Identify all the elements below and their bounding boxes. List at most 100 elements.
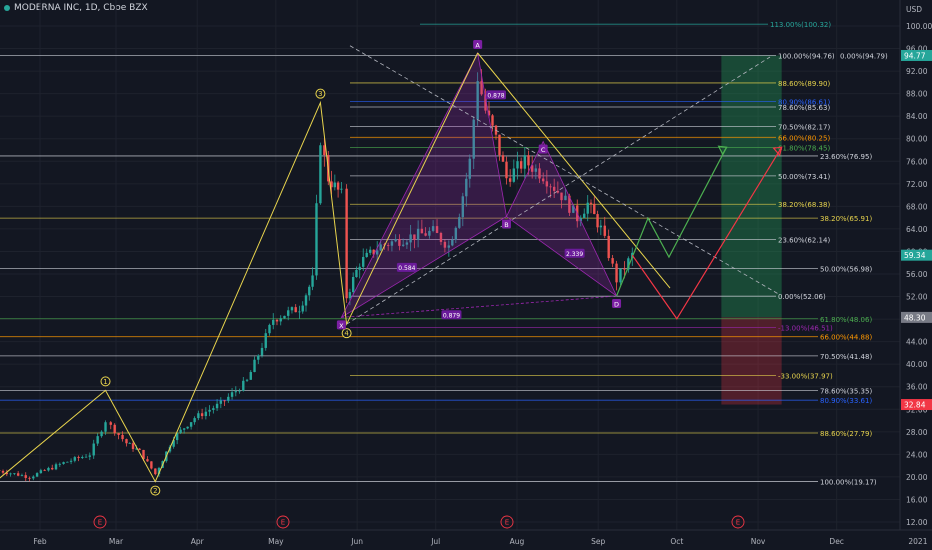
candle-body <box>272 319 275 325</box>
symbol-title: MODERNA INC, 1D, Cboe BZX <box>14 3 148 13</box>
candle-body <box>47 467 50 471</box>
candle-body <box>534 168 538 172</box>
x-tick-label: Jun <box>350 537 363 546</box>
candle-body <box>215 403 219 409</box>
candle-body <box>142 449 145 460</box>
earnings-label: E <box>281 519 285 527</box>
earnings-icon <box>731 515 745 529</box>
y-tick-label: 80.00 <box>906 135 928 144</box>
candle-body <box>121 434 124 440</box>
fib-label: 38.20%(68.38) <box>778 201 830 209</box>
price-tag-label: 48.30 <box>904 313 926 322</box>
harmonic-ratio-label: 0.878 <box>487 93 504 100</box>
candle-body <box>599 225 603 228</box>
y-tick-label: 96.00 <box>906 45 928 54</box>
candle-body <box>84 456 88 458</box>
candle-body <box>24 475 27 478</box>
price-tag-label: 59.34 <box>904 251 926 260</box>
candle-body <box>416 228 420 240</box>
x-tick-label: Dec <box>829 537 844 546</box>
candle-body <box>5 472 9 475</box>
candle-body <box>568 195 571 213</box>
candle-body <box>519 161 523 169</box>
candle-body <box>545 181 549 187</box>
candle-body <box>253 359 256 373</box>
y-tick-label: 36.00 <box>906 383 928 392</box>
price-tag <box>901 49 932 61</box>
fib-label: 113.00%(100.32) <box>770 21 831 29</box>
candle-body <box>487 110 491 116</box>
candle-body <box>512 168 516 182</box>
y-tick-label: 28.00 <box>906 428 928 437</box>
candle-body <box>589 202 593 204</box>
candle-body <box>212 408 215 410</box>
x-tick-label: Aug <box>510 537 525 546</box>
y-tick-label: 76.00 <box>906 157 928 166</box>
candle-body <box>461 196 465 218</box>
fib-label: 66.00%(80.25) <box>778 134 830 142</box>
y-tick-label: 84.00 <box>906 112 928 121</box>
y-tick-label: 56.00 <box>906 270 928 279</box>
harmonic-point-label: C <box>541 146 546 154</box>
candle-body <box>333 182 337 188</box>
candle-body <box>315 203 318 276</box>
candle-body <box>472 119 475 159</box>
chart-title: MODERNA INC, 1D, Cboe BZX <box>4 3 148 13</box>
candle-body <box>428 230 431 236</box>
fib-label: 80.90%(33.61) <box>820 397 872 405</box>
fib-label: 80.90%(86.61) <box>778 98 830 106</box>
candle-body <box>104 422 107 432</box>
candle-body <box>138 448 141 450</box>
candle-body <box>146 459 149 462</box>
candle-body <box>304 295 308 306</box>
candle-body <box>125 439 128 444</box>
candle-body <box>549 186 552 188</box>
candle-body <box>439 232 443 242</box>
candle-body <box>523 155 527 169</box>
y-tick-label: 20.00 <box>906 473 928 482</box>
candles <box>0 69 634 482</box>
candle-body <box>257 355 260 360</box>
candle-body <box>113 424 116 434</box>
price-tag-label: 32.84 <box>904 401 926 410</box>
harmonic-ratio-label: 0.584 <box>398 265 415 272</box>
time-axis: Feb Mar Apr May Jun Jul Aug Sep Oct Nov Dec 2021 <box>0 529 932 550</box>
candle-body <box>298 311 301 313</box>
y-tick-label: 92.00 <box>906 67 928 76</box>
candle-body <box>458 217 461 228</box>
candle-body <box>39 470 43 474</box>
bull-arrowhead <box>717 145 728 156</box>
candle-body <box>465 178 468 197</box>
wave-marker <box>150 485 161 496</box>
candle-body <box>409 234 412 243</box>
fib-label: 70.50%(41.48) <box>820 353 872 361</box>
candle-body <box>109 422 112 425</box>
candle-body <box>552 186 556 191</box>
candle-body <box>401 244 405 246</box>
candle-body <box>154 468 157 475</box>
candle-body <box>62 462 65 464</box>
candle-body <box>54 464 58 470</box>
candle-body <box>100 431 103 437</box>
y-tick-label: 12.00 <box>906 518 928 527</box>
candle-body <box>35 473 39 477</box>
candle-body <box>498 134 501 156</box>
candle-body <box>264 333 267 348</box>
harmonic-ratio-label: 2.339 <box>566 251 583 258</box>
harmonic-bcd <box>505 140 617 297</box>
candle-body <box>516 161 519 169</box>
y-tick-label: 16.00 <box>906 495 928 504</box>
y-tick-label: 64.00 <box>906 225 928 234</box>
harmonic-point-label: D <box>614 300 619 308</box>
x-tick-label: Oct <box>670 537 683 546</box>
candle-body <box>362 256 365 267</box>
candle-body <box>249 372 252 380</box>
candle-body <box>501 155 505 162</box>
harmonic-xd <box>341 295 617 318</box>
candle-body <box>564 195 567 201</box>
candle-body <box>420 228 424 234</box>
candle-body <box>260 347 264 356</box>
candle-body <box>451 239 454 246</box>
y-tick-label: 44.00 <box>906 338 928 347</box>
